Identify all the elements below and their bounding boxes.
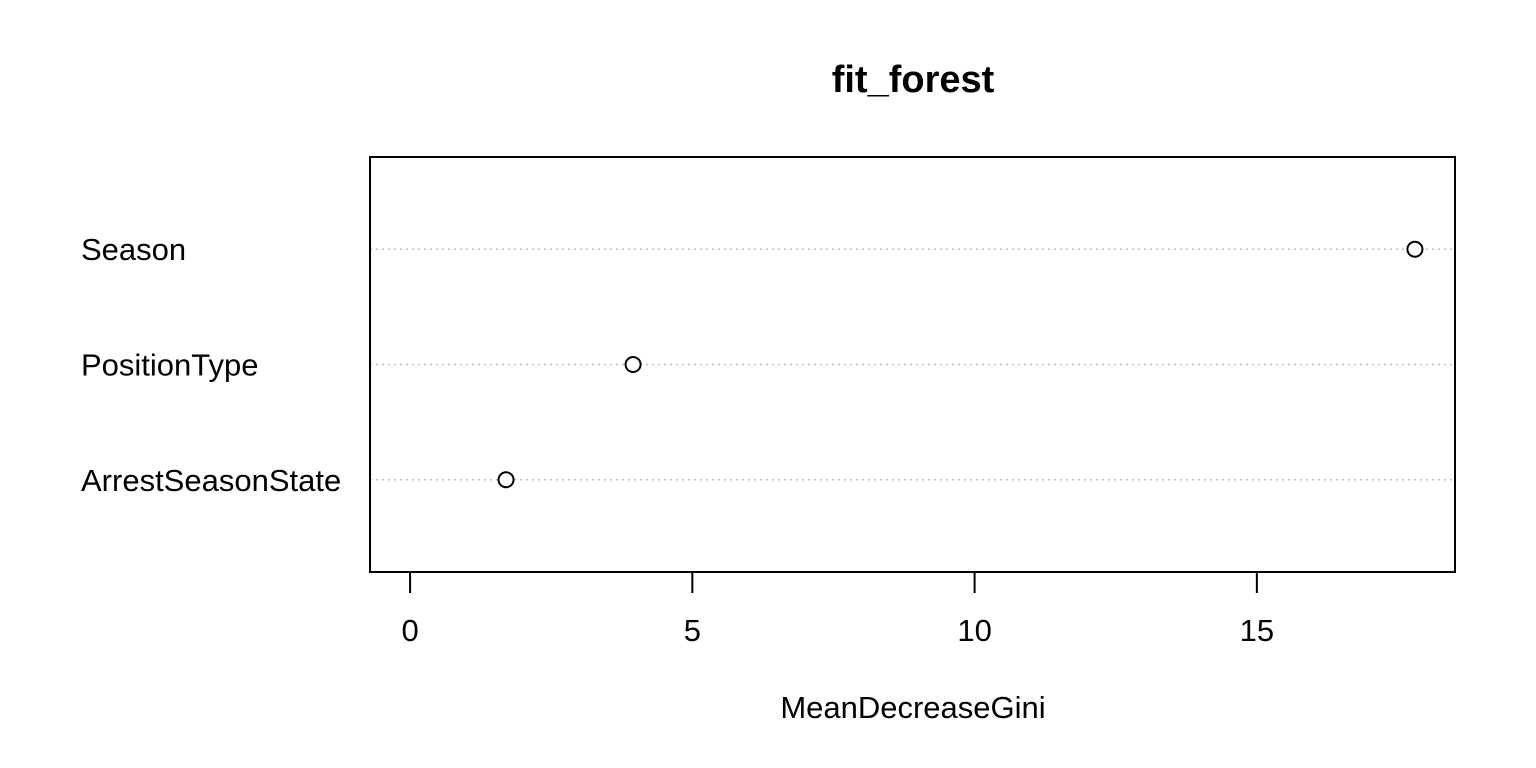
x-axis: 0 5 10 15 xyxy=(401,571,1274,648)
x-tick-label: 15 xyxy=(1240,613,1274,648)
category-label: ArrestSeasonState xyxy=(81,463,341,498)
x-tick-label: 5 xyxy=(684,613,701,648)
x-tick-label: 10 xyxy=(957,613,991,648)
data-point xyxy=(624,356,642,373)
chart-title: fit_forest xyxy=(832,59,995,101)
category-labels: Season PositionType ArrestSeasonState xyxy=(81,232,341,498)
data-point xyxy=(497,471,515,489)
gridlines xyxy=(370,248,1455,481)
data-point xyxy=(1406,240,1424,258)
data-points xyxy=(497,240,1424,489)
x-axis-label: MeanDecreaseGini xyxy=(780,690,1045,725)
category-label: Season xyxy=(81,232,186,267)
x-tick-label: 0 xyxy=(401,613,418,648)
category-label: PositionType xyxy=(81,348,259,383)
